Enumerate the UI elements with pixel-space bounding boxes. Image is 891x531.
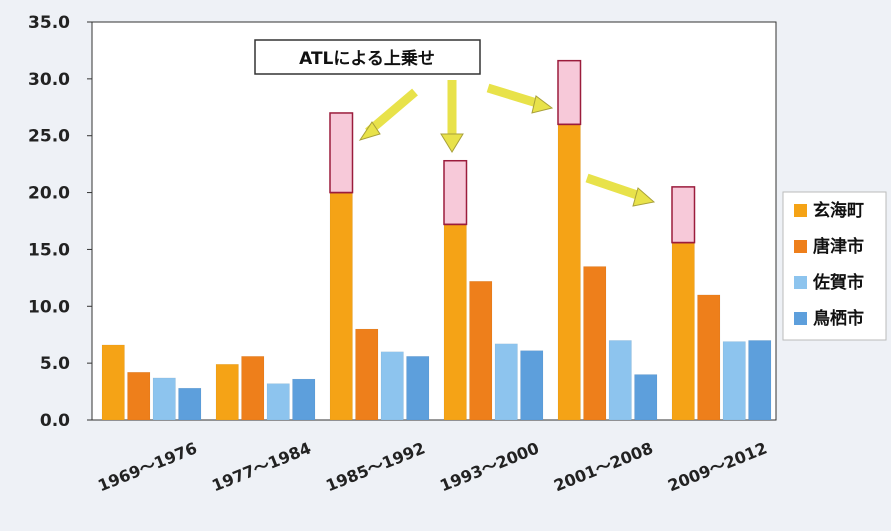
- legend-swatch: [794, 276, 807, 289]
- x-category-label: 1985～1992: [323, 438, 428, 495]
- annotation-arrows: [358, 80, 656, 207]
- x-category-label: 2001～2008: [551, 438, 656, 495]
- bar-2-6: [697, 294, 721, 421]
- bar-3-1: [152, 377, 176, 421]
- atl-bar-3: [329, 112, 354, 194]
- legend-swatch: [794, 204, 807, 217]
- bar-4-1: [178, 387, 202, 421]
- bar-3-2: [266, 383, 290, 421]
- bar-2-2: [241, 356, 265, 421]
- atl-bar-5: [557, 59, 582, 126]
- legend-label: 佐賀市: [812, 272, 864, 293]
- legend-swatch: [794, 240, 807, 253]
- x-category-label: 1977～1984: [209, 438, 314, 495]
- legend-label: 唐津市: [813, 236, 864, 257]
- bar-1-5: [557, 124, 581, 421]
- arrow-to-1985: [365, 88, 418, 136]
- bar-4-6: [748, 340, 772, 421]
- atl-bar-6: [671, 186, 696, 244]
- plot-area: [91, 21, 777, 421]
- bar-1-4: [443, 224, 467, 421]
- annotation-box: [254, 39, 481, 75]
- x-category-label: 2009～2012: [665, 438, 770, 495]
- bar-1-1: [101, 344, 125, 421]
- bar-1-3: [329, 192, 353, 421]
- x-category-label: 1993～2000: [437, 438, 542, 495]
- y-tick-label: 20.0: [28, 184, 70, 204]
- atl-bar-4: [443, 159, 468, 226]
- arrow-to-2009: [585, 173, 642, 201]
- arrowhead-2009: [632, 187, 656, 207]
- y-tick-label: 25.0: [28, 127, 70, 147]
- annotation-label: ATLによる上乗せ: [299, 49, 435, 69]
- bar-4-5: [634, 374, 658, 421]
- bar-3-6: [722, 341, 746, 421]
- arrowhead-1993: [440, 133, 464, 153]
- bar-3-3: [380, 351, 404, 421]
- legend-label: 玄海町: [813, 200, 864, 221]
- bar-4-4: [520, 350, 544, 421]
- bar-2-5: [583, 266, 607, 421]
- arrowhead-2001: [531, 95, 554, 114]
- y-tick-label: 5.0: [40, 354, 70, 374]
- bar-1-2: [215, 364, 239, 421]
- bar-2-4: [469, 281, 493, 421]
- y-tick-label: 15.0: [28, 240, 70, 260]
- legend-label: 鳥栖市: [813, 308, 864, 329]
- bar-4-3: [406, 356, 430, 421]
- y-tick-label: 0.0: [40, 411, 70, 431]
- bar-2-3: [355, 328, 379, 421]
- bar-2-1: [127, 371, 151, 421]
- bar-3-4: [494, 343, 518, 421]
- arrow-to-2001: [486, 83, 542, 109]
- bar-3-5: [608, 340, 632, 421]
- y-tick-label: 10.0: [28, 297, 70, 317]
- legend-swatch: [794, 312, 807, 325]
- x-category-label: 1969～1976: [95, 438, 200, 495]
- y-tick-label: 35.0: [28, 13, 70, 33]
- arrowhead-1985: [358, 121, 381, 141]
- bar-4-2: [292, 378, 316, 421]
- y-tick-label: 30.0: [28, 70, 70, 90]
- bar-1-6: [671, 242, 695, 421]
